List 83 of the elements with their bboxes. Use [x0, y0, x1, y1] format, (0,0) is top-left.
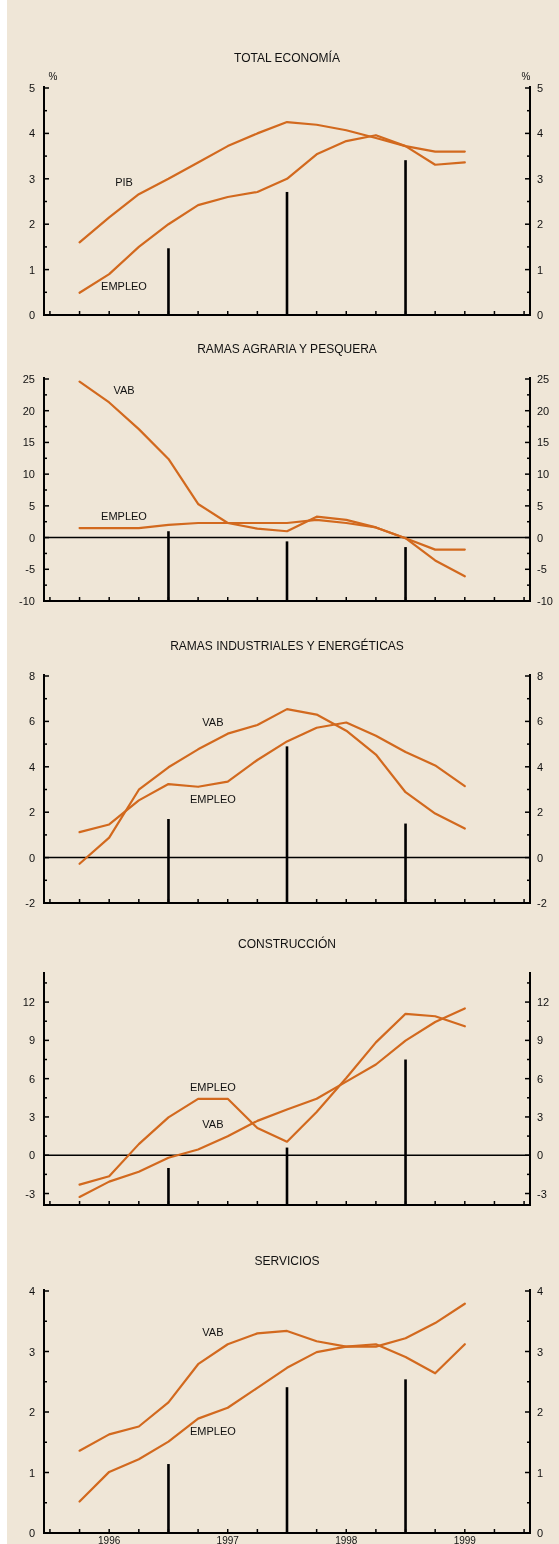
y-tick-label: 6: [28, 715, 35, 728]
y2-tick-label: 0: [537, 1527, 544, 1539]
y2-tick-label: 2: [537, 218, 544, 231]
x-tick-label: 1997: [216, 1535, 240, 1544]
y-tick-label: 4: [28, 127, 35, 140]
series-label: EMPLEO: [189, 1424, 237, 1437]
y-tick-label: 15: [22, 436, 35, 449]
y-tick-label: 25: [22, 373, 35, 385]
y-tick-label: 3: [28, 1110, 35, 1123]
chart-title: CONSTRUCCIÓN: [238, 936, 336, 951]
y-tick-label: -5: [25, 563, 35, 576]
y2-tick-label: 9: [537, 1034, 544, 1047]
y2-tick-label: -2: [537, 897, 547, 909]
y2-tick-label: 15: [537, 436, 550, 449]
chart-title: RAMAS INDUSTRIALES Y ENERGÉTICAS: [170, 638, 404, 653]
y-tick-label: 0: [28, 1527, 35, 1539]
y-tick-label: 8: [28, 670, 35, 682]
y2-tick-label: 25: [537, 373, 550, 385]
y2-tick-label: 0: [537, 531, 544, 544]
y2-tick-label: 4: [537, 1285, 544, 1297]
y-tick-label: 20: [22, 404, 35, 417]
y2-tick-label: 0: [537, 1149, 544, 1162]
y-tick-label: 0: [28, 1149, 35, 1162]
y-tick-label: 1: [28, 263, 35, 276]
x-tick-label: 1996: [98, 1535, 121, 1544]
y-tick-label: 1: [28, 1466, 35, 1479]
chart-title: TOTAL ECONOMÍA: [234, 50, 340, 65]
series-label: VAB: [113, 384, 135, 397]
chart-title: SERVICIOS: [254, 1254, 320, 1268]
y-tick-label: 10: [22, 468, 35, 481]
series-label: VAB: [202, 1118, 224, 1131]
y-tick-label: 2: [28, 218, 35, 231]
y-tick-label: 6: [28, 1072, 35, 1085]
y2-tick-label: 6: [537, 715, 544, 728]
y2-tick-label: -10: [537, 595, 553, 607]
x-tick-label: 1999: [453, 1535, 477, 1544]
y2-tick-label: 20: [537, 404, 550, 417]
y-tick-label: -2: [25, 897, 35, 909]
y2-tick-label: 3: [537, 1110, 544, 1123]
y-tick-label: 0: [28, 309, 35, 321]
y2-tick-label: 3: [537, 1345, 544, 1358]
y-tick-label: 3: [28, 172, 35, 185]
series-label: VAB: [202, 715, 224, 728]
y2-tick-label: 4: [537, 760, 544, 773]
y2-tick-label: -3: [537, 1187, 547, 1200]
y2-tick-label: 2: [537, 1406, 544, 1418]
series-label: VAB: [202, 1326, 224, 1339]
series-label: EMPLEO: [189, 1080, 237, 1093]
y2-tick-label: 3: [537, 172, 544, 185]
y-tick-label: 4: [28, 760, 35, 773]
y2-tick-label: 5: [537, 82, 544, 94]
y-tick-label: 0: [28, 851, 35, 864]
x-tick-label: 1998: [335, 1535, 358, 1544]
y-tick-label: 3: [28, 1345, 35, 1358]
y-tick-label: -3: [25, 1187, 35, 1200]
y2-tick-label: 12: [537, 996, 550, 1009]
y2-tick-label: 5: [537, 499, 544, 512]
series-label: EMPLEO: [189, 792, 237, 805]
y2-tick-label: -5: [537, 563, 547, 576]
y2-tick-label: 8: [537, 670, 544, 682]
series-label: EMPLEO: [101, 510, 148, 523]
series-label: PIB: [115, 176, 133, 189]
series-label: EMPLEO: [101, 280, 148, 293]
y2-tick-label: 4: [537, 127, 544, 140]
y-tick-label: 2: [28, 806, 35, 819]
y-tick-label: 5: [28, 82, 35, 94]
y2-tick-label: 0: [537, 309, 544, 321]
y-tick-label: 0: [28, 531, 35, 544]
y2-tick-label: 6: [537, 1072, 544, 1085]
y-tick-label: 2: [28, 1406, 35, 1418]
y-tick-label: -10: [19, 595, 35, 607]
y2-tick-label: 10: [537, 468, 550, 481]
y-tick-label: 12: [22, 996, 35, 1009]
y2-tick-label: 1: [537, 1466, 544, 1479]
y-axis-title: %: [48, 71, 58, 82]
y-tick-label: 5: [28, 499, 35, 512]
y2-tick-label: 0: [537, 851, 544, 864]
y2-axis-title: %: [521, 71, 531, 82]
y-tick-label: 4: [28, 1285, 35, 1297]
y2-tick-label: 2: [537, 806, 544, 819]
y-tick-label: 9: [28, 1034, 35, 1047]
chart-title: RAMAS AGRARIA Y PESQUERA: [197, 342, 377, 356]
y2-tick-label: 1: [537, 263, 544, 276]
